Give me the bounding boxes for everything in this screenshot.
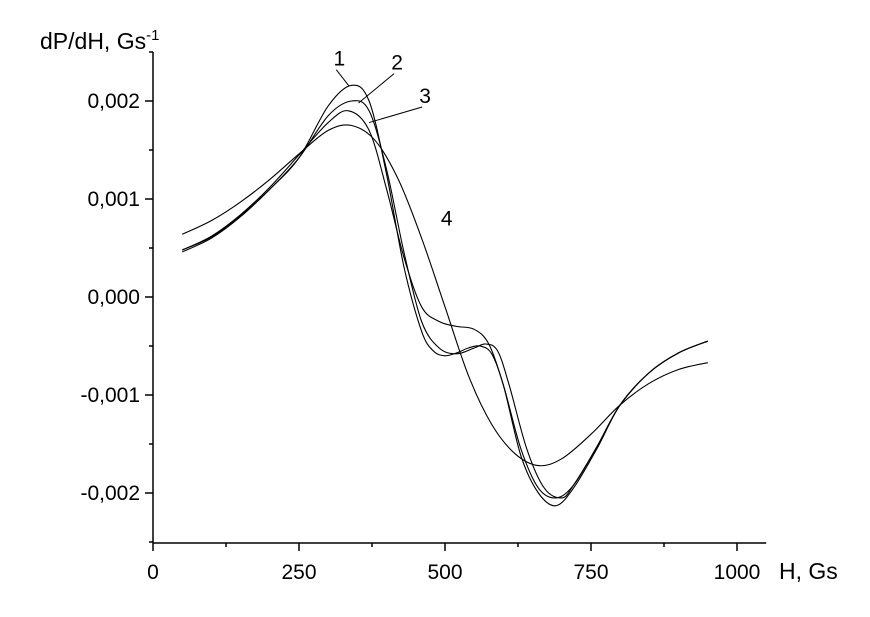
series-label-4: 4 (441, 207, 453, 230)
series-label-2: 2 (391, 52, 403, 75)
y-tick-label: 0,001 (87, 188, 140, 211)
axes (152, 52, 767, 544)
series-label-leader-1 (335, 69, 350, 87)
series-labels: 1 23 4 (333, 48, 452, 231)
series-lines (181, 84, 709, 507)
ticks: 0,002 0,001 0,000 -0,001 -0,002 0 250 500 750 100… (80, 51, 761, 584)
y-axis-title-text: dP/dH, Gs (40, 28, 146, 54)
series-line-3 (181, 110, 709, 499)
x-tick-label: 250 (281, 561, 316, 584)
x-tick-label: 1000 (714, 561, 761, 584)
x-tick-label: 0 (147, 561, 159, 584)
series-line-2 (181, 100, 709, 499)
series-line-4 (181, 124, 708, 467)
y-axis-title: dP/dH, Gs-1 (40, 27, 159, 54)
series-line-1 (181, 84, 709, 507)
x-axis-title: H, Gs (779, 558, 838, 584)
series-label-1: 1 (333, 48, 345, 71)
y-tick-label: -0,001 (80, 384, 140, 407)
y-tick-label: 0,000 (87, 286, 140, 309)
y-tick-label: -0,002 (80, 482, 140, 505)
x-tick-label: 750 (573, 561, 608, 584)
y-tick-label: 0,002 (87, 90, 140, 113)
y-axis-title-exponent: -1 (146, 27, 159, 44)
series-label-leader-2 (358, 73, 395, 104)
series-label-3: 3 (419, 85, 431, 108)
series-label-leader-3 (368, 106, 423, 124)
x-tick-label: 500 (427, 561, 462, 584)
